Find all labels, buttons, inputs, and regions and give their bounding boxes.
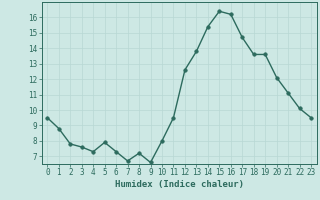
X-axis label: Humidex (Indice chaleur): Humidex (Indice chaleur) — [115, 180, 244, 189]
